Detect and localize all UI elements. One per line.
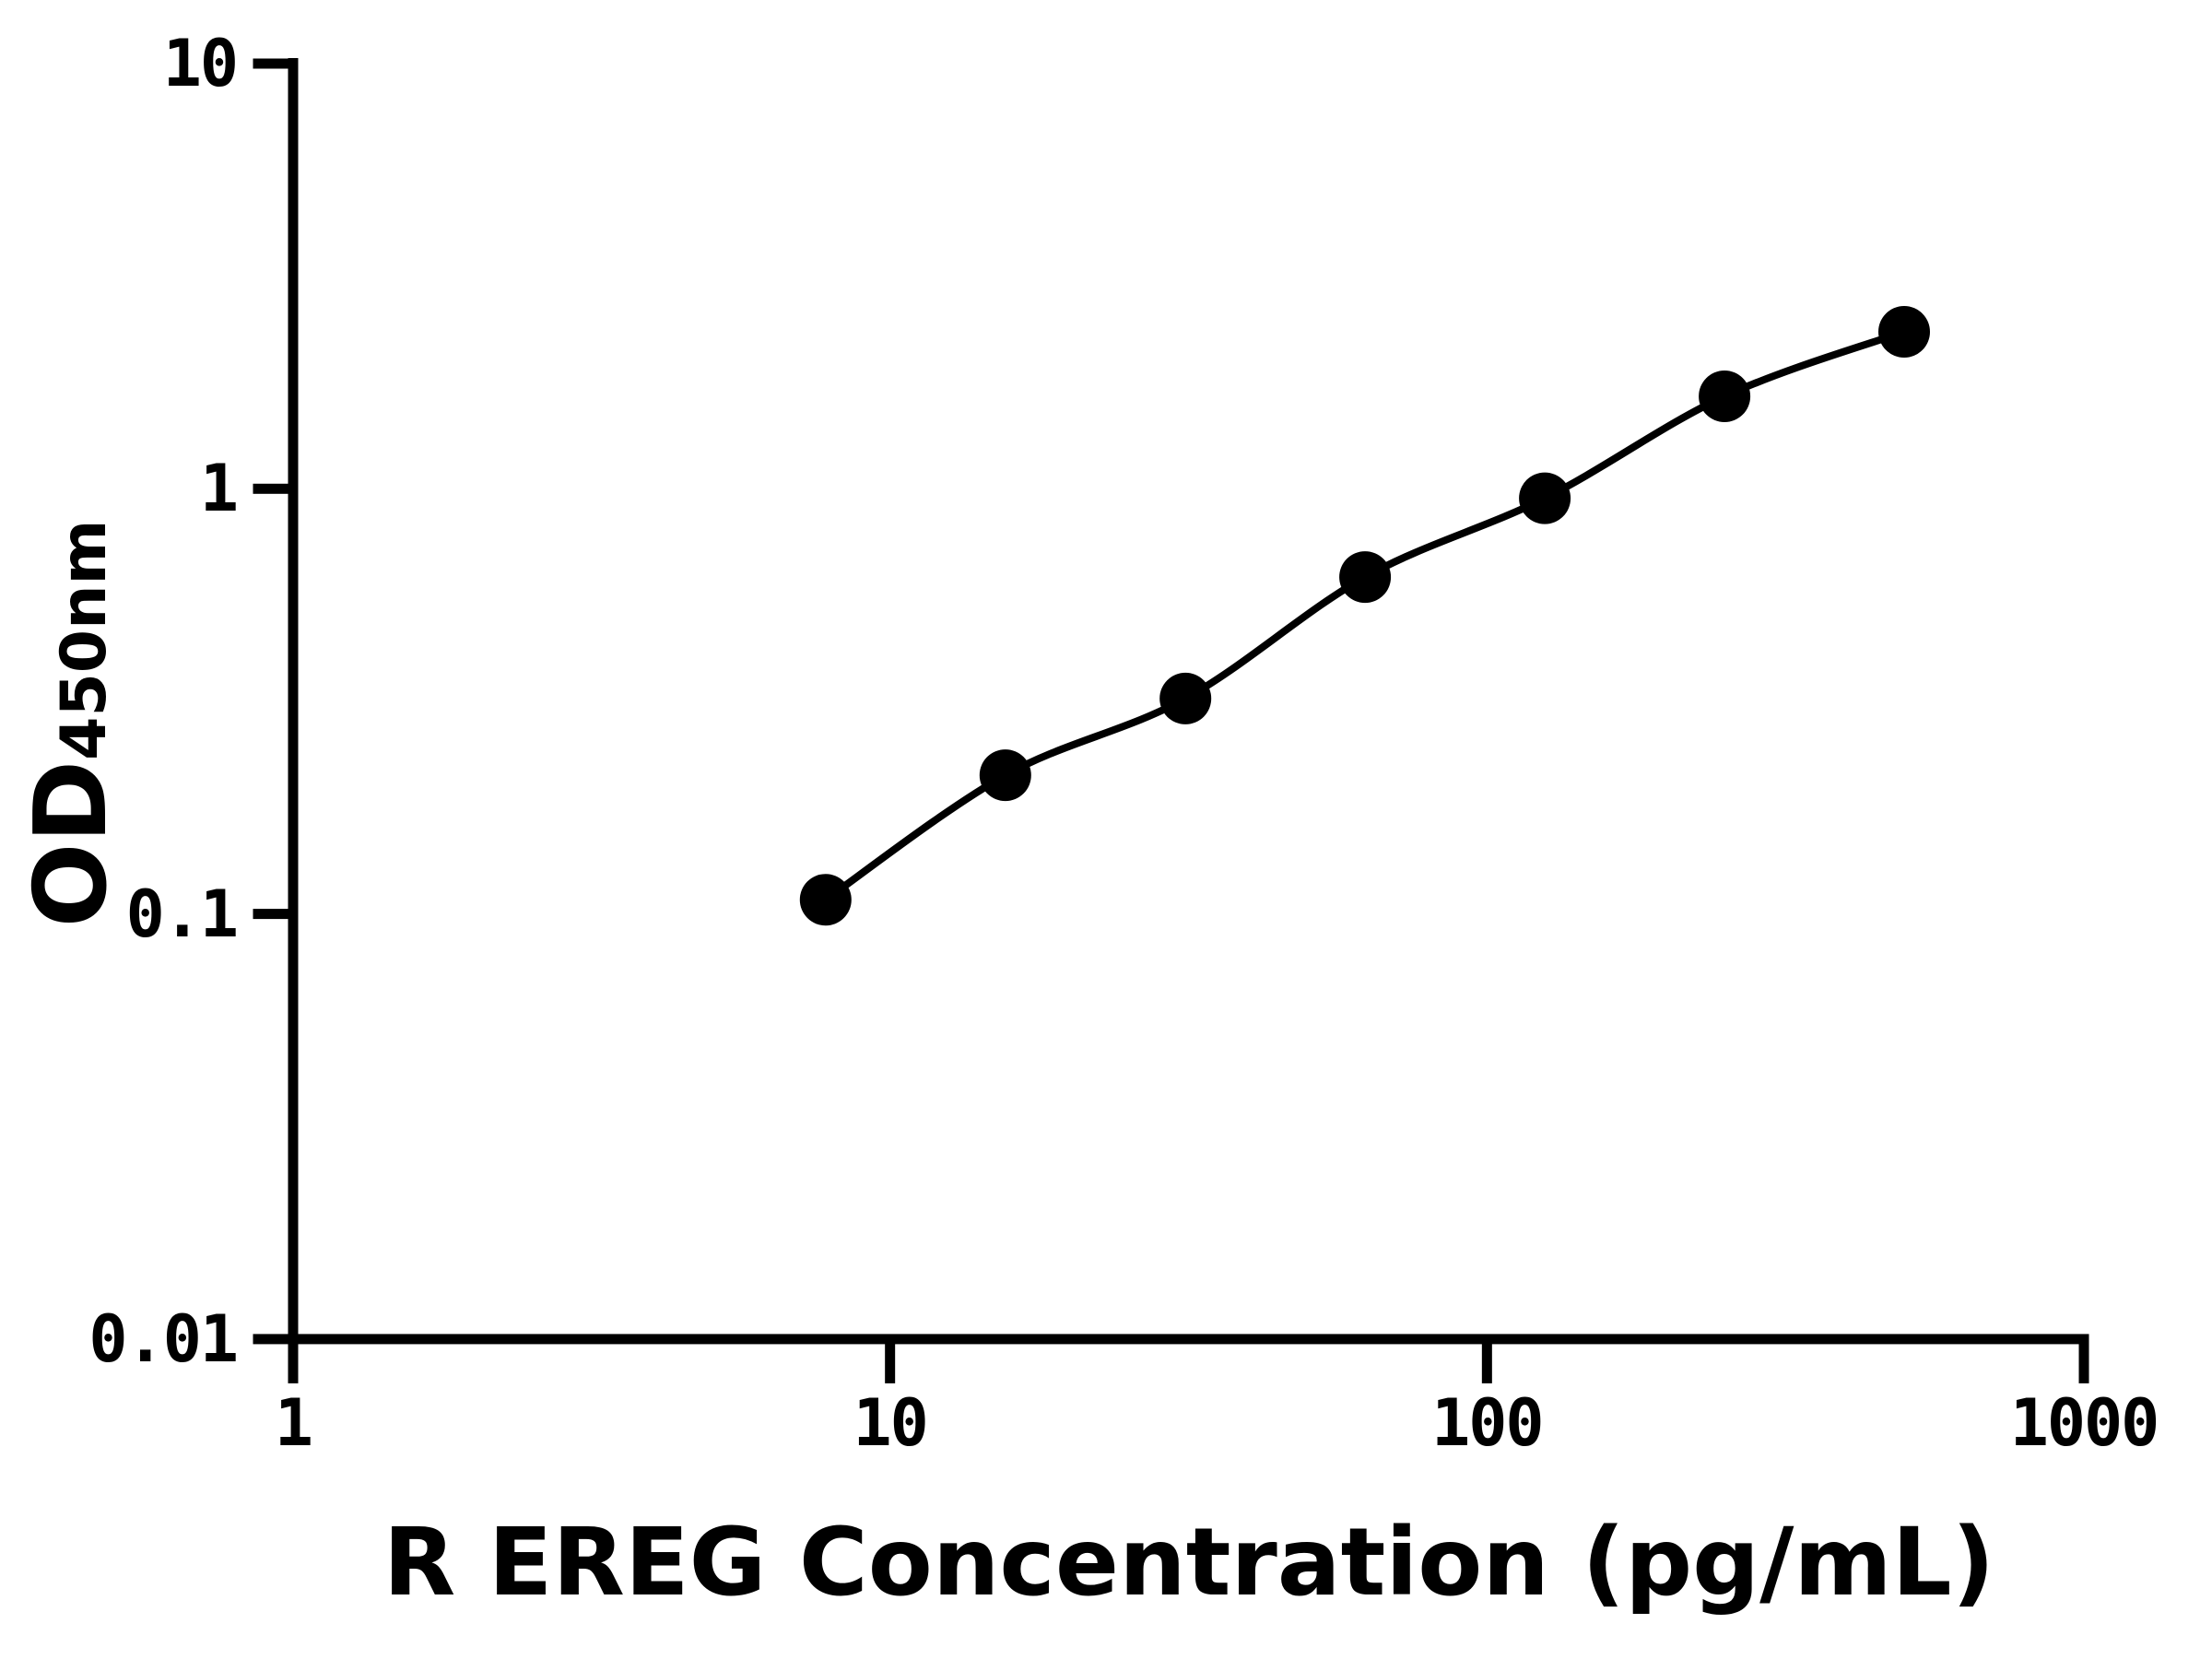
data-point-marker [979,749,1031,802]
x-tick-mark [1481,1343,1492,1383]
tick-marks [253,58,2089,1383]
x-axis-line [288,1334,2089,1345]
y-axis-title-subscript: 450nm [48,519,121,760]
y-tick-label-10: 10 [162,26,239,101]
x-tick-label-100: 100 [1431,1385,1544,1461]
data-point-marker [1699,371,1751,422]
y-tick-mark [253,909,288,920]
x-tick-label-1000: 1000 [2009,1385,2160,1461]
data-point-markers [799,306,1930,926]
y-tick-mark [253,483,288,494]
y-tick-label-1: 1 [199,451,239,527]
data-point-marker [1519,472,1571,524]
x-tick-mark [288,1343,299,1383]
y-axis-title: OD450nm [14,493,129,954]
data-point-marker [1339,551,1392,604]
y-tick-label-0p1: 0.1 [125,876,239,952]
data-point-marker [1159,672,1212,724]
y-tick-mark [253,58,288,69]
x-tick-label-1: 1 [274,1385,313,1461]
curve-line [823,328,1906,903]
y-tick-label-0p01: 0.01 [88,1300,239,1377]
x-axis-title: R EREG Concentration (pg/mL) [382,1508,1995,1618]
y-tick-mark [253,1334,288,1345]
data-point-marker [1878,306,1930,358]
y-axis-title-main: OD [14,759,129,928]
x-tick-label-10: 10 [853,1385,929,1461]
x-tick-mark [2078,1343,2089,1383]
data-point-marker [799,874,852,926]
axes [288,58,2089,1345]
x-tick-mark [885,1343,896,1383]
y-axis-line [288,58,299,1345]
